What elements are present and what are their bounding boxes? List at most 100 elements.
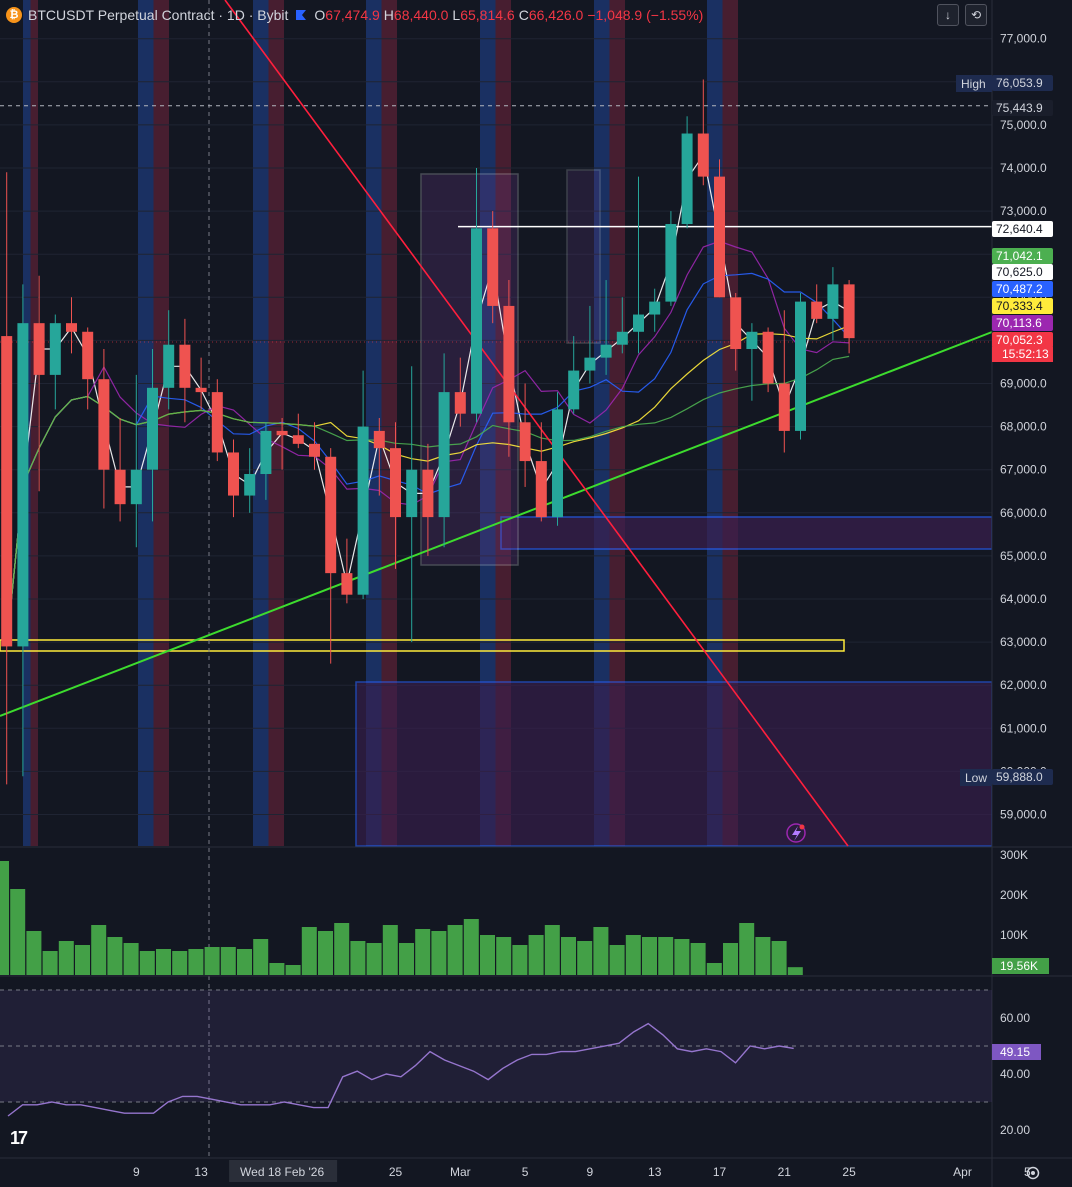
- bitcoin-icon: ₿: [6, 7, 22, 23]
- candle[interactable]: [730, 292, 742, 371]
- candle[interactable]: [309, 422, 320, 470]
- volume-bar: [107, 937, 123, 975]
- candle[interactable]: [260, 422, 272, 500]
- gear-ring: [1026, 1166, 1040, 1180]
- candle[interactable]: [33, 275, 45, 492]
- candle[interactable]: [843, 280, 855, 354]
- low-key: L: [452, 7, 461, 23]
- rsi-line: [7, 1022, 794, 1117]
- candle[interactable]: [487, 211, 499, 324]
- volume-tick-label: 300K: [1000, 848, 1028, 862]
- candle[interactable]: [422, 443, 434, 556]
- candle[interactable]: [244, 448, 256, 513]
- candle-body: [309, 443, 320, 457]
- volume-bar: [366, 943, 382, 975]
- symbol-title[interactable]: BTCUSDT Perpetual Contract · 1D · Bybit: [28, 7, 289, 23]
- time-tick-label: 25: [842, 1165, 856, 1179]
- time-tick-label: 25: [389, 1165, 403, 1179]
- candle[interactable]: [406, 366, 418, 643]
- volume-bar: [123, 943, 139, 975]
- session-band-red: [30, 0, 38, 846]
- candle[interactable]: [147, 349, 158, 522]
- candle-body: [487, 228, 499, 306]
- price-tick-label: 63,000.0: [1000, 635, 1047, 649]
- candle[interactable]: [665, 211, 677, 306]
- candle[interactable]: [438, 353, 450, 548]
- candle[interactable]: [552, 392, 563, 526]
- time-tick-label: 9: [133, 1165, 140, 1179]
- volume-bar: [382, 925, 398, 975]
- candle[interactable]: [454, 357, 466, 427]
- ma-value-tag-text: 71,042.1: [996, 249, 1043, 263]
- candle[interactable]: [778, 310, 790, 453]
- candle[interactable]: [649, 288, 661, 332]
- candle[interactable]: [292, 413, 304, 449]
- candle[interactable]: [325, 448, 337, 664]
- price-tick-label: 66,000.0: [1000, 506, 1047, 520]
- ma-value-tag-bg: [992, 332, 1053, 348]
- candle[interactable]: [357, 370, 369, 599]
- candle[interactable]: [228, 439, 239, 518]
- volume-bar: [577, 941, 593, 975]
- candle[interactable]: [276, 417, 288, 470]
- candle[interactable]: [519, 383, 531, 487]
- countdown-bg: [992, 347, 1053, 362]
- resistance-tag: 72,640.4: [992, 221, 1053, 237]
- candle-body: [714, 176, 725, 298]
- candle[interactable]: [66, 297, 77, 354]
- candle[interactable]: [827, 267, 839, 341]
- candle[interactable]: [714, 159, 725, 298]
- tradingview-logo: 17: [10, 1128, 28, 1148]
- candle-body: [341, 573, 353, 595]
- candle[interactable]: [633, 176, 644, 354]
- candle[interactable]: [130, 374, 142, 548]
- time-tick-label: Apr: [953, 1165, 972, 1179]
- candle[interactable]: [114, 417, 126, 522]
- volume-bar: [399, 943, 414, 975]
- candle-body: [422, 469, 434, 518]
- candle[interactable]: [373, 417, 385, 496]
- candle[interactable]: [503, 280, 515, 457]
- candle[interactable]: [535, 422, 547, 522]
- candle-body: [66, 323, 77, 332]
- arrow-down-icon[interactable]: ↓: [937, 4, 959, 26]
- candle[interactable]: [163, 310, 175, 410]
- volume-bar: [42, 951, 58, 975]
- candle[interactable]: [17, 284, 29, 777]
- candle[interactable]: [795, 292, 806, 440]
- rsi-last-label: 49.15: [1000, 1045, 1030, 1059]
- candle[interactable]: [568, 336, 580, 414]
- candle-body: [325, 456, 337, 574]
- volume-bar: [172, 951, 188, 975]
- candle[interactable]: [584, 305, 596, 384]
- candle[interactable]: [746, 323, 758, 401]
- candle[interactable]: [49, 314, 61, 410]
- lightning-icon[interactable]: [786, 823, 806, 843]
- candle[interactable]: [697, 79, 709, 186]
- candle[interactable]: [1, 172, 13, 785]
- candle-body: [503, 305, 515, 423]
- candle-body: [438, 392, 450, 518]
- candle[interactable]: [195, 357, 207, 410]
- candle[interactable]: [681, 116, 693, 229]
- candle[interactable]: [211, 379, 223, 462]
- flag-icon[interactable]: [296, 10, 307, 20]
- candle[interactable]: [762, 327, 774, 393]
- candle[interactable]: [811, 284, 823, 324]
- candle-body: [49, 323, 61, 375]
- candle[interactable]: [471, 168, 482, 423]
- candle[interactable]: [616, 297, 628, 354]
- replay-icon[interactable]: ⟲: [965, 4, 987, 26]
- support-box-yellow: [0, 639, 845, 652]
- candle[interactable]: [179, 318, 191, 423]
- volume-bar: [318, 931, 333, 975]
- candle[interactable]: [341, 538, 353, 604]
- candle[interactable]: [600, 280, 612, 375]
- volume-bar: [91, 925, 107, 975]
- candle[interactable]: [82, 327, 94, 410]
- candle[interactable]: [390, 422, 401, 569]
- gear-icon[interactable]: [1026, 1166, 1040, 1180]
- candle[interactable]: [98, 349, 110, 509]
- volume-bar: [593, 927, 609, 975]
